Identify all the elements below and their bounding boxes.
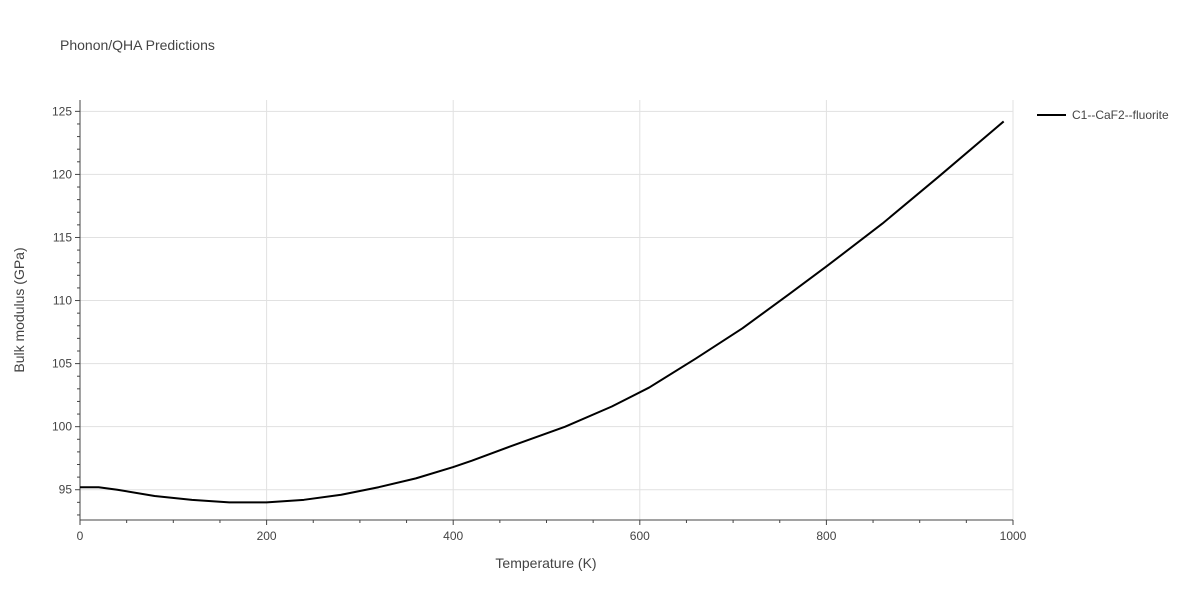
x-tick-label: 600 [630,529,650,543]
y-axis-title: Bulk modulus (GPa) [11,247,27,372]
x-tick-label: 1000 [1000,529,1027,543]
chart-title: Phonon/QHA Predictions [60,37,215,53]
y-tick-label: 125 [52,104,72,118]
x-tick-label: 0 [77,529,84,543]
series-line [80,120,1005,504]
y-tick-label: 115 [53,230,72,244]
y-tick-label: 100 [52,420,72,434]
y-tick-label: 120 [52,167,72,181]
grid [80,100,1014,520]
x-axis-title: Temperature (K) [495,555,596,571]
x-tick-label: 200 [257,529,277,543]
x-tick-label: 400 [443,529,463,543]
y-axis-ticks: 95 100 105 110 115 120 125 [52,104,80,516]
y-tick-label: 105 [52,357,72,371]
y-tick-label: 95 [59,483,73,497]
x-axis-ticks: 0 200 400 600 800 1000 [77,520,1027,543]
x-tick-label: 800 [816,529,836,543]
legend: C1--CaF2--fluorite [1037,108,1169,122]
legend-label: C1--CaF2--fluorite [1072,108,1169,122]
y-tick-label: 110 [53,294,72,308]
series-layer [80,120,1005,504]
